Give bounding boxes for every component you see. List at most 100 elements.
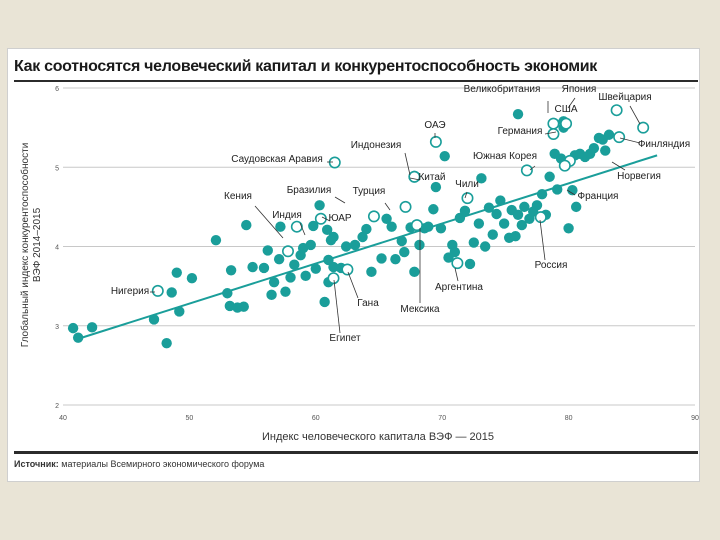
bottom-rule <box>14 451 698 454</box>
country-label: Нигерия <box>111 286 149 297</box>
data-point <box>428 204 439 215</box>
highlighted-point <box>410 219 423 232</box>
data-point <box>510 230 521 242</box>
highlighted-point <box>341 263 354 276</box>
data-point <box>161 337 172 349</box>
data-point <box>423 221 434 232</box>
country-label: Саудовская Аравия <box>231 154 323 165</box>
data-point <box>386 221 397 232</box>
data-point <box>275 221 286 232</box>
data-points <box>67 108 615 349</box>
country-label: Аргентина <box>435 282 483 293</box>
label-leader-line <box>529 165 536 171</box>
data-point <box>72 332 84 343</box>
highlighted-point <box>613 131 626 144</box>
highlighted-point <box>328 156 341 169</box>
data-point <box>262 245 273 256</box>
data-point <box>171 267 182 278</box>
label-leader-line <box>454 267 459 282</box>
y-axis-label-line1: Глобальный индекс конкурентоспособности <box>19 143 31 348</box>
data-point <box>67 322 79 334</box>
country-label: Финляндия <box>638 139 690 150</box>
data-point <box>483 202 495 213</box>
label-leader-line <box>404 152 411 176</box>
country-label: Китай <box>418 172 445 183</box>
data-point <box>241 219 252 231</box>
data-point <box>238 301 249 312</box>
data-point <box>567 185 578 196</box>
x-tick-labels: 40 50 60 70 80 90 <box>59 415 699 422</box>
data-point <box>531 200 543 211</box>
data-point <box>366 266 377 278</box>
data-point <box>414 239 425 251</box>
country-label: Швейцария <box>598 92 651 103</box>
grid-lines <box>63 87 695 406</box>
highlighted-point <box>558 159 571 172</box>
label-leader-line <box>409 177 421 181</box>
data-point <box>449 246 461 258</box>
data-point <box>174 306 185 317</box>
highlighted-point <box>327 272 340 285</box>
data-point <box>225 265 237 276</box>
label-leader-line <box>611 161 626 171</box>
y-axis-label-line2: ВЭФ 2014–2015 <box>32 207 43 282</box>
source-note: Источник: материалы Всемирного экономиче… <box>14 459 264 469</box>
country-label: Кения <box>224 191 252 202</box>
data-point <box>258 262 270 274</box>
data-point <box>328 261 339 273</box>
label-leader-line <box>384 202 391 211</box>
label-leader-line <box>539 219 546 261</box>
data-point <box>600 145 611 156</box>
data-point <box>396 235 407 247</box>
label-leader-line <box>544 131 557 135</box>
data-point <box>536 188 548 200</box>
data-point <box>459 205 471 217</box>
country-label: Чили <box>455 179 479 190</box>
label-leader-line <box>333 279 341 334</box>
country-label: Великобритания <box>464 83 541 95</box>
data-point <box>603 129 615 140</box>
data-point <box>512 209 524 220</box>
data-point <box>376 253 387 264</box>
country-label: Норвегия <box>617 171 661 182</box>
label-leader-line <box>254 205 284 239</box>
data-point <box>300 270 311 282</box>
data-point <box>435 223 447 234</box>
data-point <box>399 246 410 258</box>
highlighted-point <box>461 192 474 205</box>
x-tick-label: 70 <box>438 415 446 422</box>
data-point <box>328 231 339 243</box>
y-tick-label: 3 <box>55 324 59 331</box>
data-point <box>476 173 487 184</box>
y-tick-label: 4 <box>55 245 59 252</box>
country-label: Россия <box>535 260 568 271</box>
data-point <box>321 224 333 236</box>
data-point <box>439 150 450 162</box>
data-point <box>319 296 330 308</box>
data-point <box>495 195 506 206</box>
label-leader-line <box>347 271 359 299</box>
country-label: ЮАР <box>328 213 351 224</box>
data-point <box>273 253 285 265</box>
highlighted-point <box>429 135 442 148</box>
data-point <box>148 314 160 325</box>
data-point <box>308 220 319 232</box>
label-leader-line <box>567 97 576 109</box>
highlighted-point <box>520 164 533 177</box>
country-label: Индия <box>272 210 302 221</box>
country-label: Бразилия <box>287 185 332 196</box>
data-point <box>519 201 530 213</box>
data-point <box>498 218 510 229</box>
data-point <box>381 213 392 224</box>
country-label: Гана <box>357 298 379 309</box>
data-point <box>468 237 479 248</box>
data-point <box>186 273 198 284</box>
data-point <box>340 241 352 252</box>
country-label: Турция <box>353 186 386 197</box>
data-point <box>361 223 372 235</box>
data-point <box>570 201 582 213</box>
y-tick-label: 5 <box>55 165 59 172</box>
data-point <box>588 143 600 154</box>
